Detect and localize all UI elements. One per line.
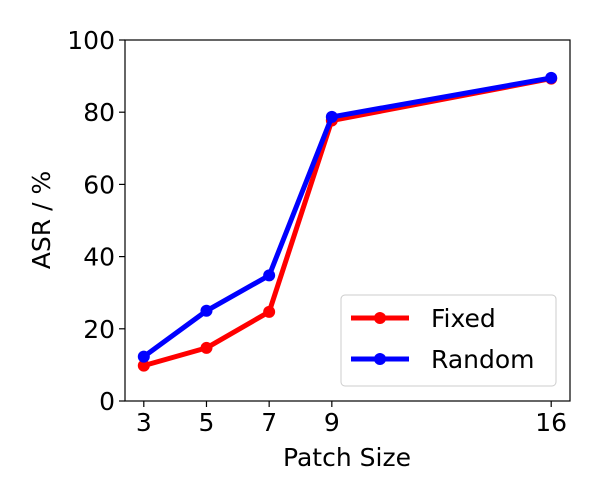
x-axis-title: Patch Size — [283, 443, 411, 472]
legend-random-marker — [374, 353, 386, 365]
y-tick-label-100: 100 — [67, 26, 115, 55]
y-tick-label-0: 0 — [99, 387, 115, 416]
legend-random-label: Random — [431, 345, 535, 374]
x-tick-label-16: 16 — [535, 408, 567, 437]
data-point-random-5 — [200, 304, 213, 317]
legend: Fixed Random — [340, 294, 557, 387]
y-tick-label-20: 20 — [83, 315, 115, 344]
y-axis: 0 20 40 60 80 100 — [67, 26, 125, 416]
data-point-fixed-3 — [137, 359, 150, 372]
data-point-fixed-5 — [200, 341, 213, 354]
x-tick-label-9: 9 — [324, 408, 340, 437]
legend-fixed-label: Fixed — [431, 304, 496, 333]
y-tick-label-80: 80 — [83, 98, 115, 127]
data-point-fixed-7 — [263, 305, 276, 318]
data-point-random-7 — [263, 269, 276, 282]
y-axis-title: ASR / % — [27, 171, 56, 269]
x-tick-label-5: 5 — [199, 408, 215, 437]
data-point-random-3 — [137, 350, 150, 363]
data-point-random-16 — [545, 71, 558, 84]
data-point-random-9 — [325, 110, 338, 123]
x-tick-label-7: 7 — [261, 408, 277, 437]
plot-marks — [137, 71, 558, 372]
y-tick-label-60: 60 — [83, 170, 115, 199]
legend-fixed-marker — [374, 312, 386, 324]
x-axis: 3 5 7 9 16 — [136, 401, 567, 437]
x-tick-label-3: 3 — [136, 408, 152, 437]
plot-frame — [124, 39, 571, 402]
y-tick-label-40: 40 — [83, 243, 115, 272]
